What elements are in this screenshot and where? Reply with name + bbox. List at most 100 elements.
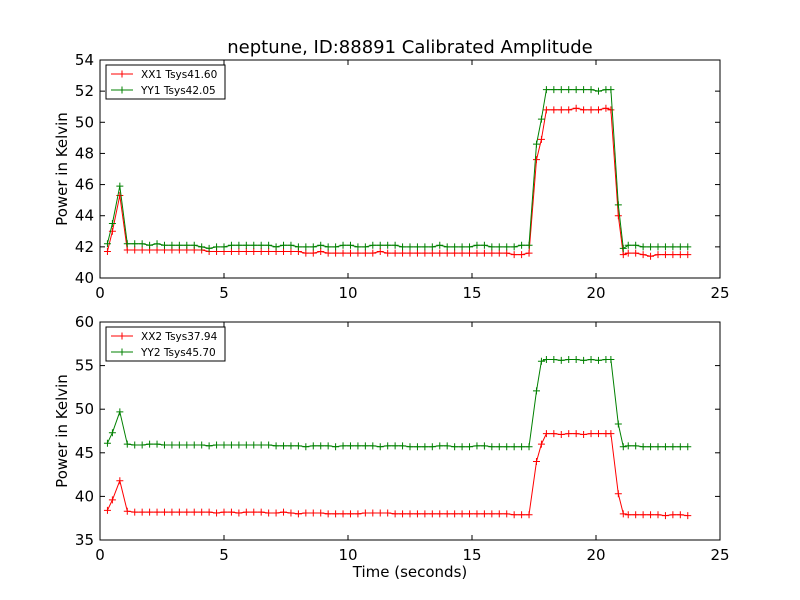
data-point bbox=[138, 441, 146, 449]
data-point bbox=[339, 241, 347, 249]
data-point bbox=[421, 510, 429, 518]
data-point bbox=[406, 510, 414, 518]
data-point bbox=[607, 86, 615, 94]
legend-box bbox=[105, 326, 226, 362]
data-point bbox=[565, 106, 573, 114]
data-point bbox=[280, 241, 288, 249]
data-point bbox=[198, 441, 206, 449]
data-point bbox=[587, 355, 595, 363]
data-point bbox=[488, 443, 496, 451]
data-point bbox=[654, 243, 662, 251]
data-point bbox=[361, 249, 369, 257]
data-point bbox=[153, 246, 161, 254]
data-point bbox=[103, 506, 111, 514]
data-point bbox=[272, 243, 280, 251]
data-point bbox=[661, 251, 669, 259]
data-point bbox=[160, 241, 168, 249]
data-point bbox=[250, 441, 258, 449]
data-point bbox=[309, 249, 317, 257]
data-point bbox=[473, 510, 481, 518]
y-tick-label: 35 bbox=[75, 531, 94, 549]
legend-label: YY2 Tsys45.70 bbox=[140, 347, 216, 359]
data-point bbox=[503, 249, 511, 257]
x-tick-label: 10 bbox=[338, 284, 357, 302]
data-point bbox=[227, 441, 235, 449]
y-tick-label: 44 bbox=[75, 207, 94, 225]
y-tick-label: 52 bbox=[75, 82, 94, 100]
data-point bbox=[190, 241, 198, 249]
legend-marker bbox=[118, 348, 126, 356]
data-point bbox=[661, 443, 669, 451]
data-point bbox=[413, 510, 421, 518]
data-point bbox=[669, 251, 677, 259]
y-axis-label: Power in Kelvin bbox=[53, 112, 71, 226]
data-point bbox=[639, 511, 647, 519]
data-point bbox=[399, 510, 407, 518]
data-point bbox=[661, 512, 669, 520]
data-point bbox=[205, 508, 213, 516]
data-point bbox=[654, 511, 662, 519]
data-point bbox=[324, 510, 332, 518]
data-point bbox=[639, 243, 647, 251]
data-point bbox=[138, 240, 146, 248]
data-point bbox=[153, 508, 161, 516]
data-point bbox=[317, 241, 325, 249]
data-point bbox=[443, 249, 451, 257]
legend-marker bbox=[118, 86, 126, 94]
data-point bbox=[572, 104, 580, 112]
data-point bbox=[354, 510, 362, 518]
y-tick-label: 48 bbox=[75, 144, 94, 162]
data-point bbox=[317, 248, 325, 256]
data-point bbox=[572, 430, 580, 438]
data-point bbox=[242, 441, 250, 449]
data-point bbox=[213, 243, 221, 251]
data-point bbox=[684, 243, 692, 251]
data-point bbox=[384, 509, 392, 517]
data-point bbox=[466, 249, 474, 257]
data-point bbox=[587, 86, 595, 94]
data-point bbox=[227, 508, 235, 516]
data-point bbox=[510, 251, 518, 259]
data-point bbox=[542, 106, 550, 114]
y-tick-label: 50 bbox=[75, 400, 94, 418]
data-point bbox=[294, 510, 302, 518]
data-point bbox=[287, 241, 295, 249]
data-point bbox=[190, 508, 198, 516]
data-point bbox=[175, 508, 183, 516]
data-point bbox=[160, 508, 168, 516]
bottom-subplot: 0 5 10 15 20 25 35 40 45 50 55 60 Power in Kelvin Tim… bbox=[53, 313, 730, 581]
data-point bbox=[466, 510, 474, 518]
data-point bbox=[654, 251, 662, 259]
data-point bbox=[190, 441, 198, 449]
data-point bbox=[242, 508, 250, 516]
data-point bbox=[131, 508, 139, 516]
data-point bbox=[473, 249, 481, 257]
data-point bbox=[594, 87, 602, 95]
data-point bbox=[428, 249, 436, 257]
data-point bbox=[607, 355, 615, 363]
data-point bbox=[510, 511, 518, 519]
data-point bbox=[676, 243, 684, 251]
data-point bbox=[518, 511, 526, 519]
data-point bbox=[138, 508, 146, 516]
data-point bbox=[168, 441, 176, 449]
data-point bbox=[332, 443, 340, 451]
data-point bbox=[227, 248, 235, 256]
data-point bbox=[324, 442, 332, 450]
data-point bbox=[369, 442, 377, 450]
data-point bbox=[302, 249, 310, 257]
data-point bbox=[198, 243, 206, 251]
data-point bbox=[580, 86, 588, 94]
data-point bbox=[108, 220, 116, 227]
data-point bbox=[503, 443, 511, 451]
data-point bbox=[324, 243, 332, 251]
x-tick-label: 5 bbox=[219, 284, 229, 302]
x-tick-label: 5 bbox=[219, 546, 229, 564]
y-tick-label: 45 bbox=[75, 444, 94, 462]
data-point bbox=[354, 243, 362, 251]
x-tick-label: 0 bbox=[95, 284, 105, 302]
y-tick-label: 50 bbox=[75, 113, 94, 131]
data-point bbox=[624, 511, 632, 519]
data-point bbox=[594, 430, 602, 438]
